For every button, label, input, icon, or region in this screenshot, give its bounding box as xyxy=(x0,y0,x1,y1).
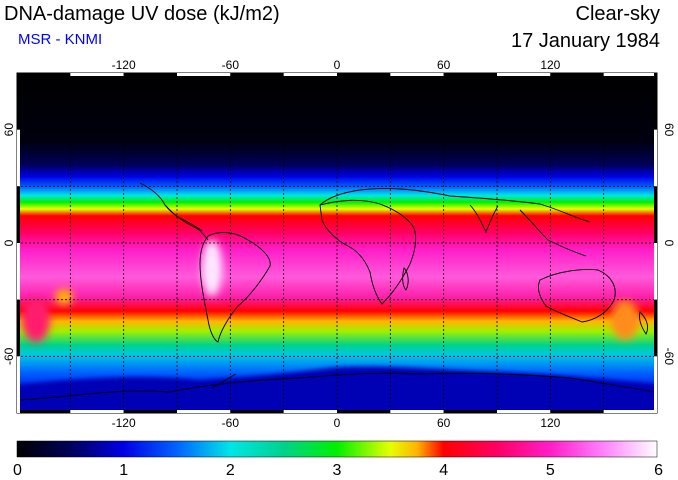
coast-australia xyxy=(537,269,616,323)
frame-segment-right xyxy=(654,299,657,357)
coast-south-america xyxy=(199,232,271,343)
colorbar-tick-label: 0 xyxy=(13,462,22,479)
frame-segment-bottom xyxy=(497,410,551,413)
frame-segment-top xyxy=(603,73,657,76)
frame-segment-top xyxy=(177,73,231,76)
frame-segment-left xyxy=(17,129,20,187)
lat-tick-label: 60 xyxy=(662,123,676,137)
coast-africa xyxy=(319,199,417,305)
frame-segment-right xyxy=(654,186,657,243)
graticule xyxy=(17,73,657,413)
lon-tick-label: 60 xyxy=(437,416,451,430)
frame-segment-bottom xyxy=(390,410,444,413)
coast-india xyxy=(469,204,499,234)
uv-dose-field xyxy=(17,73,657,413)
colorbar-tick-label: 5 xyxy=(546,462,555,479)
frame-segment-left xyxy=(17,356,20,413)
map-subtitle: MSR - KNMI xyxy=(18,31,103,48)
coast-central-america xyxy=(164,204,209,241)
left-latitude-labels: 60 0 -60 xyxy=(2,123,16,365)
frame-segment-right xyxy=(654,356,657,413)
lat-tick-label: -60 xyxy=(662,348,676,366)
colorbar-tick-label: 4 xyxy=(439,462,448,479)
frame-segment-top xyxy=(390,73,444,76)
east-pacific-feature xyxy=(22,298,50,342)
frame-segment-top xyxy=(443,73,497,76)
frame-segment-top xyxy=(123,73,177,76)
australia-feature xyxy=(611,300,639,340)
frame-segment-bottom xyxy=(70,410,124,413)
bottom-longitude-labels: -120 -60 0 60 120 xyxy=(112,416,561,430)
south-pacific-feature xyxy=(55,289,73,305)
coast-antarctica xyxy=(19,372,657,401)
coast-antarctic-peninsula xyxy=(211,373,237,389)
lat-tick-label: 0 xyxy=(2,239,16,246)
frame-segment-bottom xyxy=(603,410,657,413)
frame-segment-top xyxy=(17,73,71,76)
lon-tick-label: -120 xyxy=(112,58,136,72)
frame-segment-left xyxy=(17,243,20,300)
frame-segment-left xyxy=(17,299,20,357)
colorbar-tick-label: 1 xyxy=(119,462,128,479)
frame-segment-top xyxy=(70,73,124,76)
lat-tick-label: 60 xyxy=(2,123,16,137)
frame-segment-top xyxy=(497,73,551,76)
frame-segment-bottom xyxy=(230,410,284,413)
frame-segment-right xyxy=(654,129,657,187)
colorbar-tick-label: 2 xyxy=(226,462,235,479)
frame-segment-top xyxy=(230,73,284,76)
colorbar-labels: 0 1 2 3 4 5 6 xyxy=(13,462,663,479)
frame-segment-bottom xyxy=(443,410,497,413)
lat-tick-label: 0 xyxy=(662,240,676,247)
frame-segment-top xyxy=(550,73,604,76)
frame-segment-bottom xyxy=(17,410,71,413)
coast-southeast-asia xyxy=(519,209,587,257)
colorbar-tick-label: 3 xyxy=(333,462,342,479)
coast-europe-asia xyxy=(319,187,591,223)
frame-segment-bottom xyxy=(123,410,177,413)
colorbar-tick-label: 6 xyxy=(654,462,663,479)
map-title: DNA-damage UV dose (kJ/m2) xyxy=(4,3,280,25)
lon-tick-label: 0 xyxy=(334,416,341,430)
coastlines xyxy=(19,182,657,401)
frame-segment-bottom xyxy=(337,410,391,413)
andes-uv-maximum xyxy=(202,240,222,296)
uv-dose-anomalies xyxy=(22,240,639,342)
frame-segment-bottom xyxy=(283,410,337,413)
frame-segment-top xyxy=(283,73,337,76)
lon-tick-label: 120 xyxy=(540,416,560,430)
frame-ticks xyxy=(17,73,657,413)
top-longitude-labels: -120 -60 0 60 120 xyxy=(112,58,561,72)
lat-tick-label: -60 xyxy=(2,347,16,365)
colorbar xyxy=(16,440,658,458)
lon-tick-label: -60 xyxy=(222,58,240,72)
frame-segment-right xyxy=(654,243,657,300)
frame-segment-left xyxy=(17,73,20,130)
frame-segment-top xyxy=(337,73,391,76)
lon-tick-label: 120 xyxy=(540,58,560,72)
frame-segment-left xyxy=(17,186,20,243)
sky-condition-label: Clear-sky xyxy=(575,3,660,25)
lon-tick-label: 0 xyxy=(334,58,341,72)
frame-segment-right xyxy=(654,73,657,130)
date-label: 17 January 1984 xyxy=(510,30,660,52)
right-latitude-labels: 60 0 -60 xyxy=(662,123,676,365)
coast-madagascar xyxy=(402,267,409,291)
frame-segment-bottom xyxy=(177,410,231,413)
lon-tick-label: -60 xyxy=(222,416,240,430)
lon-tick-label: -120 xyxy=(112,416,136,430)
frame-segment-bottom xyxy=(550,410,604,413)
coast-new-zealand xyxy=(639,311,649,335)
lon-tick-label: 60 xyxy=(437,58,451,72)
